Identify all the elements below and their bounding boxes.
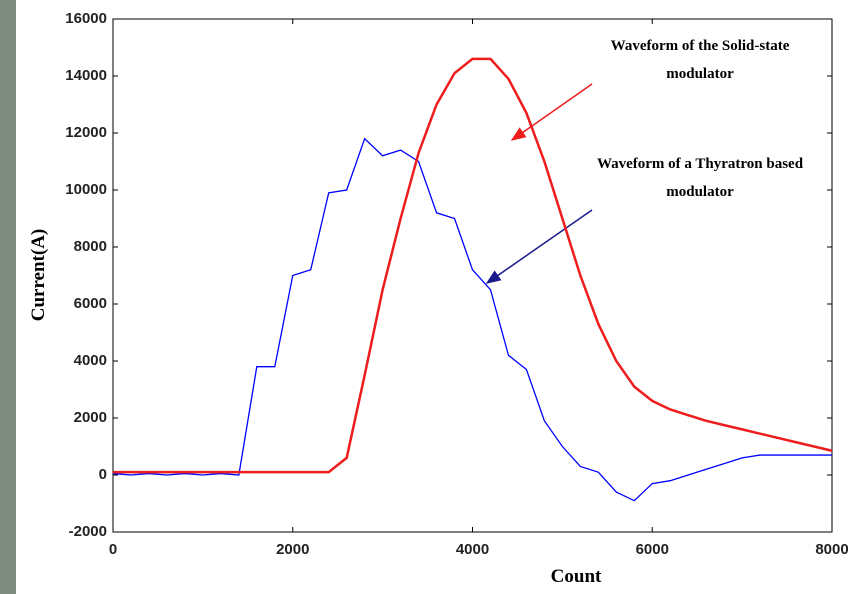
y-tick-label: 2000	[74, 409, 107, 426]
y-tick-label: 0	[99, 466, 107, 483]
x-tick-label: 0	[109, 541, 117, 558]
annotation: Waveform of a Thyratron based	[597, 156, 804, 172]
x-tick-label: 8000	[815, 541, 848, 558]
series-line	[112, 137, 832, 502]
x-tick-label: 2000	[276, 541, 309, 558]
annotation-arrow	[510, 83, 593, 141]
plot-area	[112, 18, 833, 533]
y-axis-label: Current(A)	[28, 229, 49, 322]
annotation-arrow	[485, 209, 593, 284]
x-axis-label: Count	[551, 566, 602, 587]
annotation: modulator	[666, 184, 734, 200]
annotation: Waveform of the Solid-state	[611, 38, 790, 54]
x-tick-label: 6000	[636, 541, 669, 558]
y-tick-label: 14000	[65, 67, 107, 84]
series-line	[113, 57, 833, 474]
y-tick-label: 8000	[74, 238, 107, 255]
x-tick-label: 4000	[456, 541, 489, 558]
photo-edge	[0, 0, 16, 594]
y-tick-label: 10000	[65, 181, 107, 198]
y-tick-label: -2000	[69, 523, 107, 540]
y-tick-label: 12000	[65, 124, 107, 141]
y-tick-label: 16000	[65, 10, 107, 27]
y-tick-label: 6000	[74, 295, 107, 312]
annotation: modulator	[666, 66, 734, 82]
y-tick-label: 4000	[74, 352, 107, 369]
